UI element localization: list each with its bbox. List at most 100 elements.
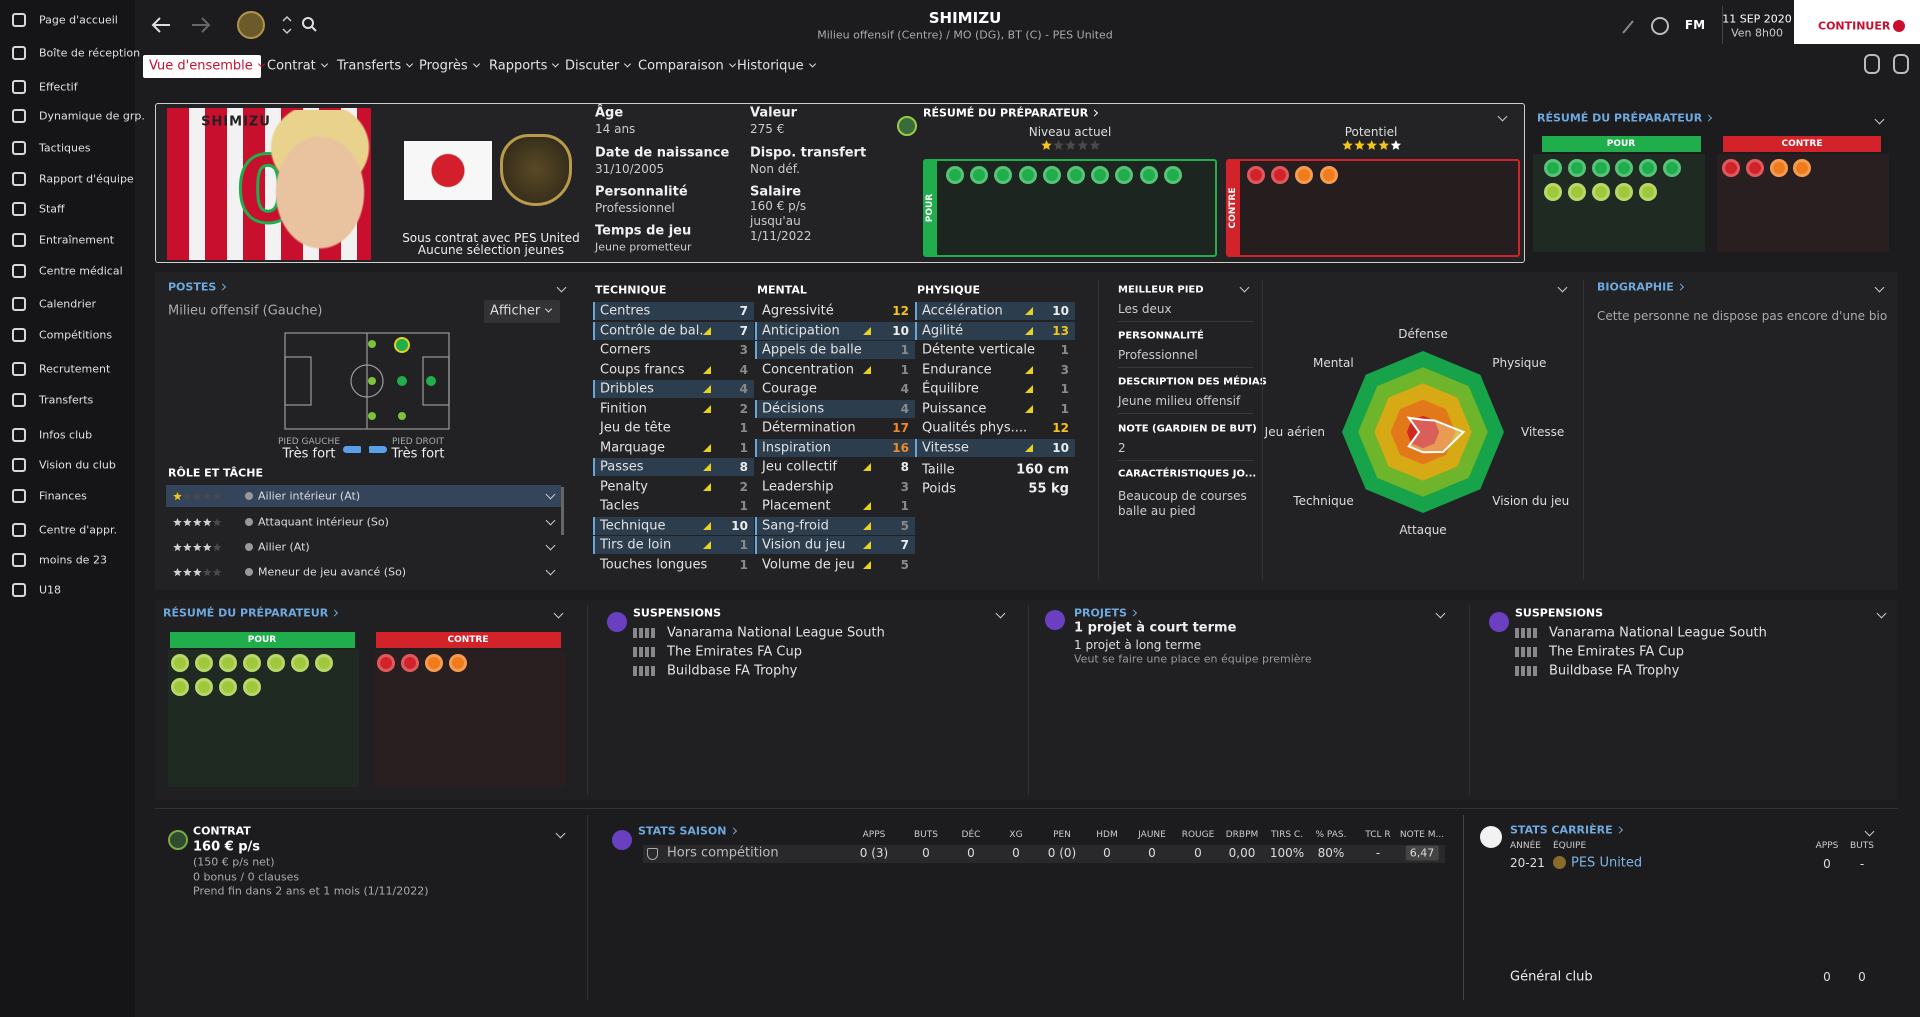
star — [183, 491, 192, 500]
weight-value: 55 kg — [1028, 481, 1069, 497]
sidebar-icon — [12, 297, 26, 311]
sidebar-item[interactable]: moins de 23 — [39, 553, 107, 567]
trait-icon — [171, 678, 189, 696]
attribute-name: Vision du jeu — [762, 537, 846, 553]
sidebar-item[interactable]: Transferts — [39, 393, 94, 407]
section-title[interactable]: RÉSUMÉ DU PRÉPARATEUR — [163, 607, 337, 620]
spinner — [282, 15, 292, 35]
contract-icon — [168, 830, 188, 850]
arrow-shape — [1025, 404, 1033, 413]
detail-value: Professionnel — [595, 201, 675, 215]
stat-header: NOTE M... — [1399, 830, 1445, 840]
sidebar-item[interactable]: Recrutement — [39, 362, 111, 376]
trait-icon — [425, 654, 443, 672]
sidebar-icon — [12, 523, 26, 537]
sidebar-icon — [12, 458, 26, 472]
progress-arrow — [863, 521, 871, 530]
divider — [155, 808, 1898, 809]
sidebar-item[interactable]: Dynamique de grp. — [39, 109, 145, 123]
sidebar-item[interactable]: Page d'accueil — [39, 13, 118, 27]
attribute-value: 1 — [739, 440, 748, 455]
sidebar-item[interactable]: Centre d'appr. — [39, 523, 117, 537]
sidebar-item[interactable]: Calendrier — [39, 297, 97, 311]
search-icon — [302, 17, 314, 29]
attribute-name: Jeu collectif — [762, 459, 837, 475]
tab[interactable]: Transferts — [337, 59, 412, 74]
star — [193, 542, 202, 551]
trait-icon — [1793, 159, 1812, 177]
role-name[interactable]: Ailier (At) — [258, 540, 310, 554]
divider — [1118, 460, 1253, 461]
tab[interactable]: Discuter — [565, 59, 630, 74]
sidebar-item[interactable]: Entraînement — [39, 233, 115, 247]
section-title[interactable]: RÉSUMÉ DU PRÉPARATEUR — [1537, 112, 1711, 125]
section-title[interactable]: STATS CARRIÈRE — [1510, 824, 1622, 837]
arrow-shape — [703, 365, 711, 374]
sidebar-item[interactable]: Compétitions — [39, 328, 113, 342]
tab[interactable]: Progrès — [419, 59, 479, 74]
competition-badge — [633, 647, 657, 657]
tab[interactable]: Contrat — [267, 59, 327, 74]
arrow-shape — [1025, 443, 1033, 452]
star — [173, 567, 182, 576]
sidebar-item[interactable]: Effectif — [39, 80, 78, 94]
tab[interactable]: Comparaison — [638, 59, 735, 74]
sidebar-item[interactable]: Tactiques — [39, 141, 91, 155]
career-header: BUTS — [1850, 841, 1874, 851]
role-name[interactable]: Ailier intérieur (At) — [258, 489, 361, 503]
sidebar-item[interactable]: Finances — [39, 489, 87, 503]
competition-badge — [1515, 666, 1539, 676]
attribute-value: 5 — [900, 518, 909, 533]
attribute-value: 12 — [1052, 421, 1069, 435]
star — [212, 517, 222, 526]
progress-arrow — [1025, 443, 1033, 452]
key-attribute-highlight — [593, 302, 754, 320]
star — [1378, 139, 1389, 150]
trait-icon — [1295, 166, 1314, 184]
stat-value: 0 — [1148, 846, 1156, 860]
sidebar-item[interactable]: Infos club — [39, 428, 93, 442]
tab[interactable]: Historique — [737, 59, 815, 74]
arrow-shape — [1025, 385, 1033, 393]
sidebar-item[interactable]: Vision du club — [39, 458, 116, 472]
section-title[interactable]: RÉSUMÉ DU PRÉPARATEUR — [923, 107, 1097, 120]
trait-icon — [1163, 166, 1182, 184]
chevron-button[interactable] — [1864, 826, 1875, 837]
chevron-button[interactable] — [1874, 114, 1885, 125]
section-title[interactable]: PROJETS — [1074, 607, 1136, 620]
section-title[interactable]: STATS SAISON — [638, 825, 736, 838]
role-name[interactable]: Attaquant intérieur (So) — [258, 515, 389, 529]
tab[interactable]: Vue d'ensemble — [149, 59, 264, 74]
sidebar-item[interactable]: Boîte de réception — [39, 46, 141, 60]
stat-value: 0 (0) — [1047, 846, 1077, 860]
stat-header: DÉC — [961, 830, 981, 840]
divider — [1028, 605, 1029, 795]
divider — [1262, 280, 1263, 580]
project-note: Veut se faire une place en équipe premiè… — [1074, 652, 1312, 666]
section-title[interactable]: BIOGRAPHIE — [1597, 281, 1683, 294]
attribute-value: 4 — [900, 401, 909, 416]
detail-label: Date de naissance — [595, 145, 730, 161]
attribute-name: Anticipation — [762, 323, 840, 338]
career-team[interactable]: PES United — [1571, 855, 1643, 871]
section-title[interactable]: POSTES — [168, 281, 225, 294]
info-icon — [245, 568, 253, 576]
career-header: APPS — [1815, 841, 1839, 851]
arrow-shape — [703, 385, 711, 393]
foot-label: PIED GAUCHE — [277, 437, 341, 447]
competition-badge — [633, 666, 657, 676]
sidebar-item[interactable]: U18 — [39, 583, 62, 597]
tab[interactable]: Rapports — [489, 59, 558, 74]
progress-arrow — [703, 443, 711, 452]
chevron-button[interactable] — [555, 828, 566, 839]
attribute-name: Jeu de tête — [600, 420, 671, 436]
sidebar-item[interactable]: Staff — [39, 202, 65, 216]
sidebar-item[interactable]: Centre médical — [39, 264, 123, 278]
detail-value: Non déf. — [750, 162, 800, 176]
sidebar-item[interactable]: Rapport d'équipe — [39, 172, 134, 186]
boot-icon — [369, 446, 387, 453]
arrow-shape — [703, 463, 711, 471]
star-rating — [1041, 139, 1101, 150]
key-attribute-highlight — [593, 380, 754, 398]
role-name[interactable]: Meneur de jeu avancé (So) — [258, 565, 407, 579]
